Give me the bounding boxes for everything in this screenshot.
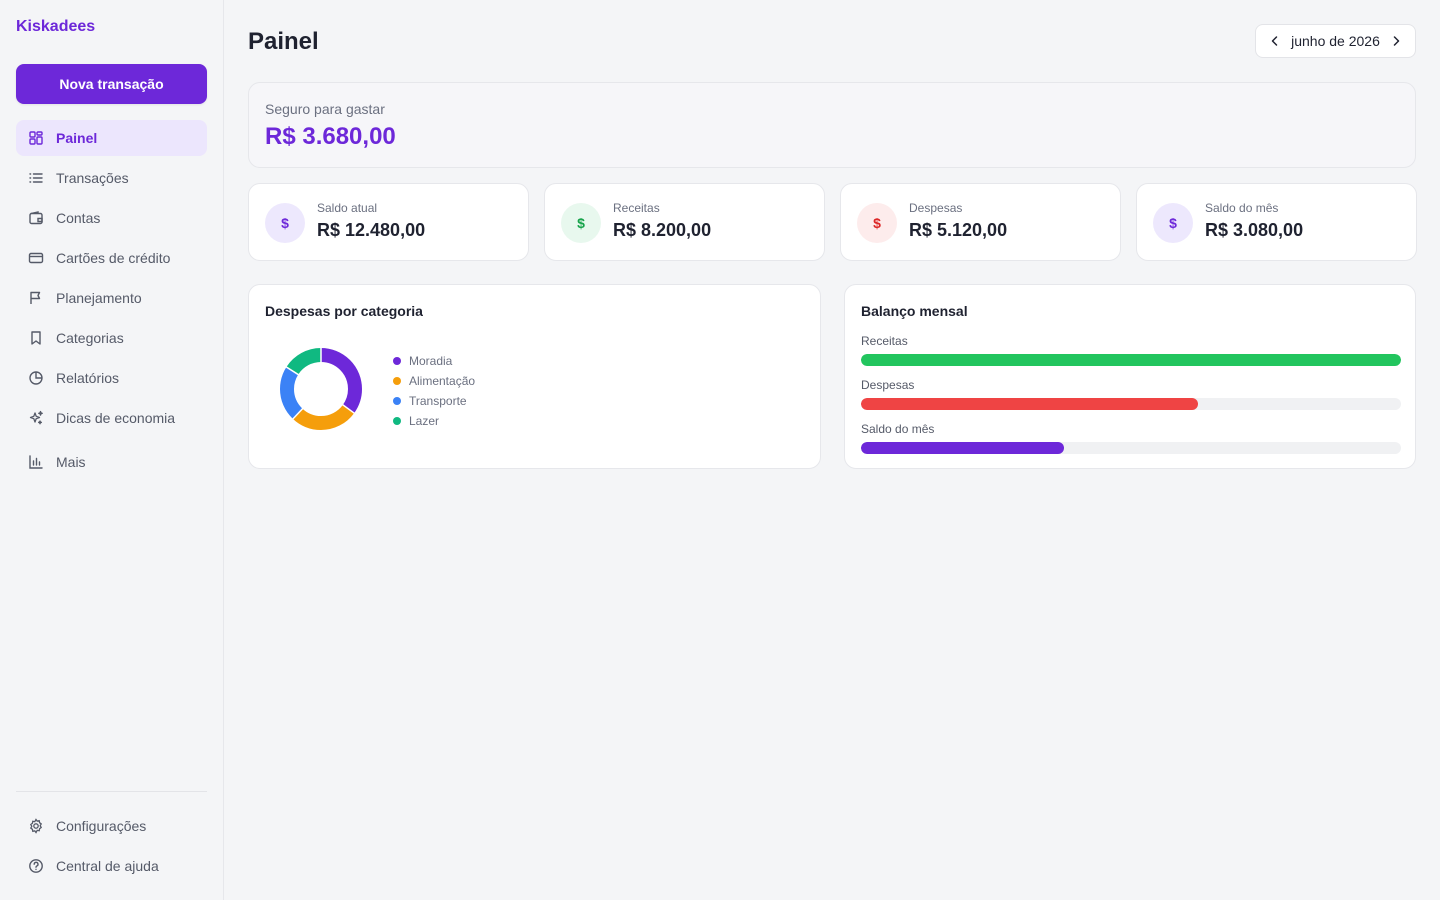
page-title: Painel — [248, 28, 319, 55]
sidebar-item-cartoes[interactable]: Cartões de crédito — [16, 240, 207, 276]
panel-title: Despesas por categoria — [265, 303, 423, 319]
safe-to-spend-label: Seguro para gastar — [265, 101, 385, 117]
month-label[interactable]: junho de 2026 — [1291, 33, 1380, 49]
sidebar-item-relatorios[interactable]: Relatórios — [16, 360, 207, 396]
panel-title: Balanço mensal — [861, 303, 968, 319]
sidebar-item-label: Painel — [56, 130, 98, 146]
sidebar-item-label: Dicas de economia — [56, 410, 176, 426]
credit-card-icon — [28, 250, 44, 266]
sidebar-item-central-ajuda[interactable]: Central de ajuda — [16, 848, 207, 884]
legend-dot — [393, 397, 401, 405]
balance-label: Receitas — [861, 334, 908, 348]
sparkles-icon — [28, 410, 44, 426]
sidebar-item-categorias[interactable]: Categorias — [16, 320, 207, 356]
sidebar-nav: Painel Transações Contas Cartões de créd… — [16, 120, 207, 484]
slice-separator — [285, 365, 300, 376]
legend-label: Moradia — [409, 354, 453, 368]
stat-label: Saldo do mês — [1205, 201, 1279, 215]
legend-item-moradia: Moradia — [393, 351, 475, 371]
dollar-icon: $ — [857, 203, 897, 243]
safe-to-spend-value: R$ 3.680,00 — [265, 123, 396, 150]
sidebar-item-planejamento[interactable]: Planejamento — [16, 280, 207, 316]
legend-label: Transporte — [409, 394, 467, 408]
grid-icon — [28, 130, 44, 146]
sidebar-item-contas[interactable]: Contas — [16, 200, 207, 236]
bookmark-icon — [28, 330, 44, 346]
legend-dot — [393, 417, 401, 425]
dollar-icon: $ — [265, 203, 305, 243]
safe-to-spend-card: Seguro para gastar R$ 3.680,00 — [248, 82, 1416, 168]
progress-track — [861, 354, 1401, 366]
stat-label: Receitas — [613, 201, 660, 215]
sidebar-item-label: Transações — [56, 170, 129, 186]
chevron-right-icon[interactable] — [1389, 34, 1403, 48]
balance-row-saldo-do-mes: Saldo do mês — [861, 422, 1401, 454]
legend-label: Lazer — [409, 414, 440, 428]
chevron-left-icon[interactable] — [1268, 34, 1282, 48]
legend-dot — [393, 377, 401, 385]
donut-chart — [280, 347, 362, 430]
legend-label: Alimentação — [409, 374, 476, 388]
sidebar-item-mais[interactable]: Mais — [16, 444, 207, 480]
legend-dot — [393, 357, 401, 365]
dollar-icon: $ — [1153, 203, 1193, 243]
progress-track — [861, 442, 1401, 454]
balance-label: Saldo do mês — [861, 422, 935, 436]
stat-label: Saldo atual — [317, 201, 378, 215]
sidebar-item-label: Mais — [56, 454, 86, 470]
pie-chart-icon — [28, 370, 44, 386]
sidebar-item-label: Contas — [56, 210, 101, 226]
sidebar-item-label: Categorias — [56, 330, 124, 346]
legend-item-alimentação: Alimentação — [393, 371, 475, 391]
progress-fill — [861, 442, 1065, 454]
help-circle-icon — [28, 858, 44, 874]
sidebar-item-label: Cartões de crédito — [56, 250, 171, 266]
monthly-balance-card: Balanço mensal Receitas Despesas Saldo d… — [844, 284, 1416, 469]
sidebar-item-label: Configurações — [56, 818, 147, 834]
legend-item-transporte: Transporte — [393, 391, 475, 411]
bar-chart-icon — [28, 454, 44, 470]
slice-separator — [341, 403, 356, 415]
brand-logo[interactable]: Kiskadees — [16, 18, 96, 35]
donut-slice-transporte — [280, 348, 362, 430]
stat-label: Despesas — [909, 201, 963, 215]
stat-value: R$ 5.120,00 — [909, 220, 1008, 240]
expenses-by-category-card: Despesas por categoria Moradia Alimentaçã… — [248, 284, 821, 469]
sidebar-item-dicas[interactable]: Dicas de economia — [16, 400, 207, 436]
sidebar-item-label: Relatórios — [56, 370, 120, 386]
sidebar-item-painel[interactable]: Painel — [16, 120, 207, 156]
chart-legend: Moradia Alimentação Transporte Lazer — [393, 351, 475, 431]
slice-separator — [291, 407, 304, 421]
stat-card-receitas: $ Receitas R$ 8.200,00 — [544, 183, 825, 261]
month-picker: junho de 2026 — [1255, 24, 1416, 58]
balance-row-receitas: Receitas — [861, 334, 1401, 366]
sidebar-item-label: Central de ajuda — [56, 858, 159, 874]
progress-fill — [861, 398, 1198, 410]
wallet-icon — [28, 210, 44, 226]
sidebar-item-transacoes[interactable]: Transações — [16, 160, 207, 196]
stat-value: R$ 8.200,00 — [613, 220, 712, 240]
progress-fill — [861, 354, 1401, 366]
stat-card-saldo-atual: $ Saldo atual R$ 12.480,00 — [248, 183, 529, 261]
stat-value: R$ 3.080,00 — [1205, 220, 1304, 240]
balance-row-despesas: Despesas — [861, 378, 1401, 410]
legend-item-lazer: Lazer — [393, 411, 475, 431]
progress-track — [861, 398, 1401, 410]
list-icon — [28, 170, 44, 186]
stat-card-saldo-do-mes: $ Saldo do mês R$ 3.080,00 — [1136, 183, 1417, 261]
sidebar-item-configuracoes[interactable]: Configurações — [16, 808, 207, 844]
flag-icon — [28, 290, 44, 306]
sidebar: Kiskadees Nova transação Painel Transaçõ… — [0, 0, 224, 900]
sidebar-item-label: Planejamento — [56, 290, 142, 306]
new-transaction-button[interactable]: Nova transação — [16, 64, 207, 104]
dollar-icon: $ — [561, 203, 601, 243]
donut-slice-alimentação — [280, 348, 362, 430]
stat-card-despesas: $ Despesas R$ 5.120,00 — [840, 183, 1121, 261]
sidebar-bottom-nav: Configurações Central de ajuda — [16, 791, 207, 888]
gear-icon — [28, 818, 44, 834]
balance-label: Despesas — [861, 378, 915, 392]
stat-value: R$ 12.480,00 — [317, 220, 426, 240]
